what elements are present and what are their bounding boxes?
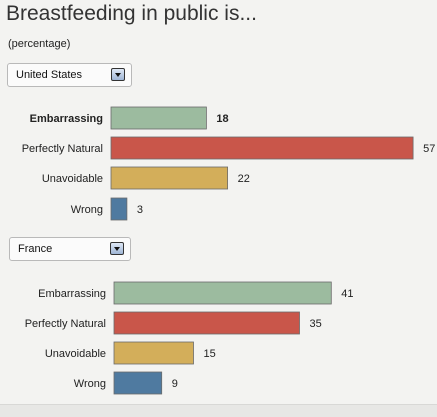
bar-fr-embarrassing[interactable] — [113, 281, 332, 305]
category-label-fr-embarrassing: Embarrassing — [38, 288, 106, 300]
bar-us-wrong[interactable] — [110, 197, 128, 221]
value-label-fr-embarrassing: 41 — [341, 288, 353, 300]
dropdown-arrow-icon[interactable] — [111, 68, 125, 81]
category-label-us-unavoidable: Unavoidable — [42, 173, 103, 185]
value-label-fr-unavoidable: 15 — [204, 348, 216, 360]
dropdown-arrow-icon[interactable] — [110, 242, 124, 255]
value-label-us-wrong: 3 — [137, 204, 143, 216]
category-label-fr-perfectly-natural: Perfectly Natural — [25, 318, 106, 330]
bar-us-perfectly-natural[interactable] — [110, 136, 414, 160]
country-select-fr[interactable]: France — [9, 237, 131, 261]
footer-strip — [0, 404, 437, 417]
value-label-us-embarrassing: 18 — [216, 113, 228, 125]
value-label-us-unavoidable: 22 — [238, 173, 250, 185]
chart-subtitle: (percentage) — [8, 38, 71, 50]
value-label-fr-wrong: 9 — [172, 378, 178, 390]
category-label-fr-wrong: Wrong — [74, 378, 106, 390]
bar-fr-unavoidable[interactable] — [113, 341, 194, 365]
category-label-fr-unavoidable: Unavoidable — [45, 348, 106, 360]
bar-fr-perfectly-natural[interactable] — [113, 311, 300, 335]
category-label-us-embarrassing: Embarrassing — [30, 113, 103, 125]
category-label-us-perfectly-natural: Perfectly Natural — [22, 143, 103, 155]
value-label-us-perfectly-natural: 57 — [423, 143, 435, 155]
bar-fr-wrong[interactable] — [113, 371, 163, 395]
bar-us-unavoidable[interactable] — [110, 166, 228, 190]
chart-title: Breastfeeding in public is... — [6, 2, 257, 25]
country-select-fr-value: France — [18, 243, 53, 255]
country-select-us-value: United States — [16, 69, 83, 81]
category-label-us-wrong: Wrong — [71, 204, 103, 216]
country-select-us[interactable]: United States — [7, 63, 132, 87]
bar-us-embarrassing[interactable] — [110, 106, 207, 130]
value-label-fr-perfectly-natural: 35 — [310, 318, 322, 330]
